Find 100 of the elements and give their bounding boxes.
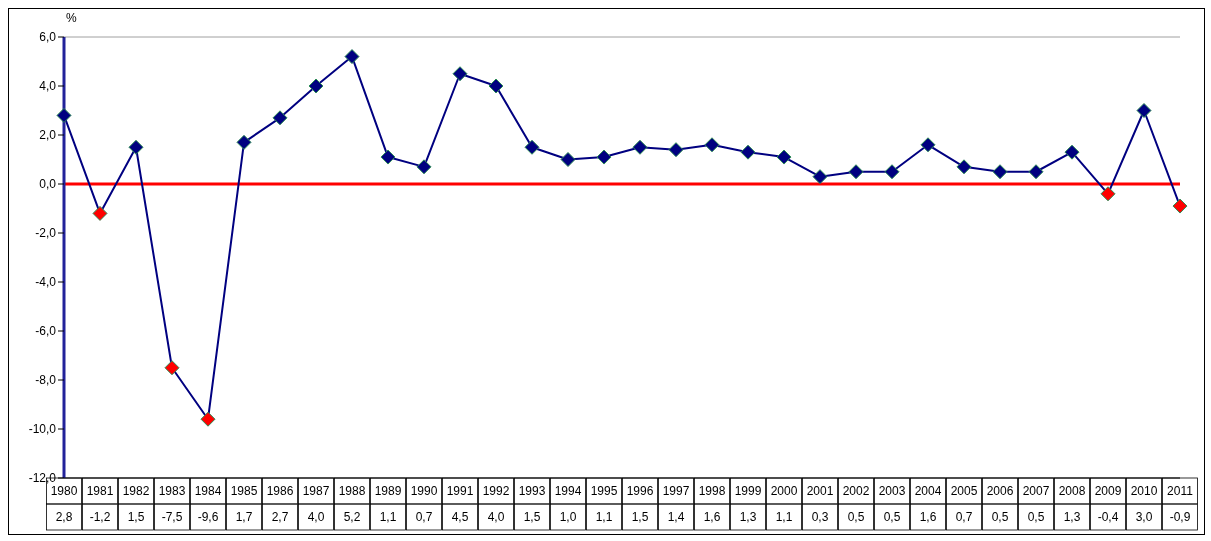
point <box>452 66 468 82</box>
point <box>200 411 216 427</box>
x-tick-label: 2005 <box>950 484 978 498</box>
data-label: -1,2 <box>89 510 111 524</box>
x-tick-label: 1988 <box>338 484 366 498</box>
data-label: 1,7 <box>235 510 253 524</box>
y-tick-label: -2,0 <box>35 226 57 241</box>
point <box>380 149 396 165</box>
point <box>596 149 612 165</box>
point <box>560 152 576 167</box>
data-label: -7,5 <box>161 510 183 524</box>
point <box>1028 164 1044 180</box>
point <box>416 159 432 175</box>
y-tick-label: 6,0 <box>39 30 57 45</box>
data-label: 1,0 <box>559 510 577 524</box>
x-tick-label: 2002 <box>842 484 870 498</box>
y-tick-label: -8,0 <box>35 373 57 388</box>
data-label: 1,1 <box>595 510 613 524</box>
y-tick-label: -4,0 <box>35 275 57 290</box>
x-tick-label: 1995 <box>590 484 618 498</box>
x-tick-label: 1983 <box>158 484 186 498</box>
point <box>992 164 1008 180</box>
data-label: 0,7 <box>955 510 973 524</box>
y-tick-label: -10,0 <box>28 422 57 437</box>
y-tick-label: -6,0 <box>35 324 57 339</box>
point <box>956 159 972 175</box>
point <box>488 78 504 94</box>
data-label: 5,2 <box>343 510 361 524</box>
data-label: 0,5 <box>991 510 1009 524</box>
data-label: -0,9 <box>1169 510 1191 524</box>
y-tick-label: 2,0 <box>39 128 57 143</box>
x-tick-label: 2004 <box>914 484 942 498</box>
point <box>56 107 72 123</box>
x-tick-label: 2001 <box>806 484 834 498</box>
point <box>668 142 684 158</box>
data-label: 0,5 <box>883 510 901 524</box>
point <box>740 144 756 160</box>
data-label: 2,7 <box>271 510 289 524</box>
point <box>884 164 900 180</box>
x-tick-label: 1990 <box>410 484 438 498</box>
data-label: 1,1 <box>379 510 397 524</box>
x-tick-label: 1998 <box>698 484 726 498</box>
x-tick-label: 1984 <box>194 484 222 498</box>
data-label: 4,5 <box>451 510 469 524</box>
point <box>812 169 828 185</box>
point <box>1172 198 1188 214</box>
point <box>308 78 324 94</box>
point <box>632 139 648 155</box>
x-tick-label: 1999 <box>734 484 762 498</box>
data-label: -0,4 <box>1097 510 1119 524</box>
x-tick-label: 2000 <box>770 484 798 498</box>
data-label: 4,0 <box>307 510 325 524</box>
x-tick-label: 2006 <box>986 484 1014 498</box>
x-tick-label: 1985 <box>230 484 258 498</box>
point <box>92 205 108 221</box>
point <box>704 137 720 153</box>
point <box>1064 144 1080 160</box>
x-tick-label: 2008 <box>1058 484 1086 498</box>
data-label: 1,5 <box>631 510 649 524</box>
y-tick-label: 4,0 <box>39 79 57 94</box>
data-label: 1,5 <box>127 510 145 524</box>
point <box>128 139 144 155</box>
x-tick-label: 1993 <box>518 484 546 498</box>
x-tick-label: 2007 <box>1022 484 1050 498</box>
data-label: 1,1 <box>775 510 793 524</box>
x-tick-label: 1997 <box>662 484 690 498</box>
y-axis-title: % <box>66 11 77 25</box>
point <box>848 164 864 180</box>
point <box>776 149 792 165</box>
x-tick-label: 1981 <box>86 484 114 498</box>
point <box>236 134 252 150</box>
point <box>920 137 936 153</box>
x-tick-label: 1980 <box>50 484 78 498</box>
point <box>344 49 360 65</box>
x-tick-label: 1989 <box>374 484 402 498</box>
x-tick-label: 1996 <box>626 484 654 498</box>
x-tick-label: 2003 <box>878 484 906 498</box>
data-label: 2,8 <box>55 510 73 524</box>
point <box>1136 103 1152 118</box>
x-tick-label: 1992 <box>482 484 510 498</box>
x-tick-label: 1994 <box>554 484 582 498</box>
data-label: 1,4 <box>667 510 685 524</box>
data-label: 0,3 <box>811 510 829 524</box>
data-label: 0,7 <box>415 510 433 524</box>
point <box>524 139 540 155</box>
x-tick-label: 2010 <box>1130 484 1158 498</box>
y-tick-label: -12,0 <box>28 471 57 486</box>
data-label: 4,0 <box>487 510 505 524</box>
data-label: 1,5 <box>523 510 541 524</box>
data-label: 0,5 <box>847 510 865 524</box>
x-tick-label: 2009 <box>1094 484 1122 498</box>
data-label: 1,3 <box>1063 510 1081 524</box>
data-label: 1,3 <box>739 510 757 524</box>
data-label: 0,5 <box>1027 510 1045 524</box>
point <box>1100 186 1116 202</box>
data-label: -9,6 <box>197 510 219 524</box>
x-tick-label: 1982 <box>122 484 150 498</box>
x-tick-label: 1986 <box>266 484 294 498</box>
data-label: 3,0 <box>1135 510 1153 524</box>
data-label: 1,6 <box>703 510 721 524</box>
